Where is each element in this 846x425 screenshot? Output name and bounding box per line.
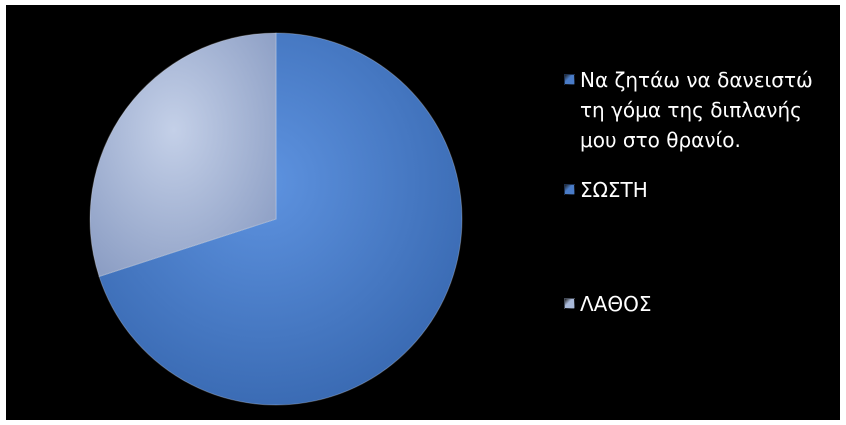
legend-item-1: ΣΩΣΤΗ [564, 175, 835, 205]
legend-label-0: Να ζητάω να δανειστώ τη γόμα της διπλανή… [580, 68, 813, 152]
legend-label-1: ΣΩΣΤΗ [580, 178, 648, 202]
pie-slice-2 [89, 32, 277, 278]
legend-swatch-0 [564, 74, 575, 85]
pie-slices [89, 32, 463, 406]
legend-swatch-2 [564, 298, 575, 309]
legend-item-2: ΛΑΘΟΣ [564, 289, 835, 319]
legend-item-0: Να ζητάω να δανειστώ τη γόμα της διπλανή… [564, 65, 835, 155]
pie-chart [89, 32, 463, 406]
chart-area: Να ζητάω να δανειστώ τη γόμα της διπλανή… [6, 5, 840, 420]
pie-slice-1 [98, 32, 463, 406]
legend-label-2: ΛΑΘΟΣ [580, 292, 652, 316]
legend-swatch-1 [564, 184, 575, 195]
